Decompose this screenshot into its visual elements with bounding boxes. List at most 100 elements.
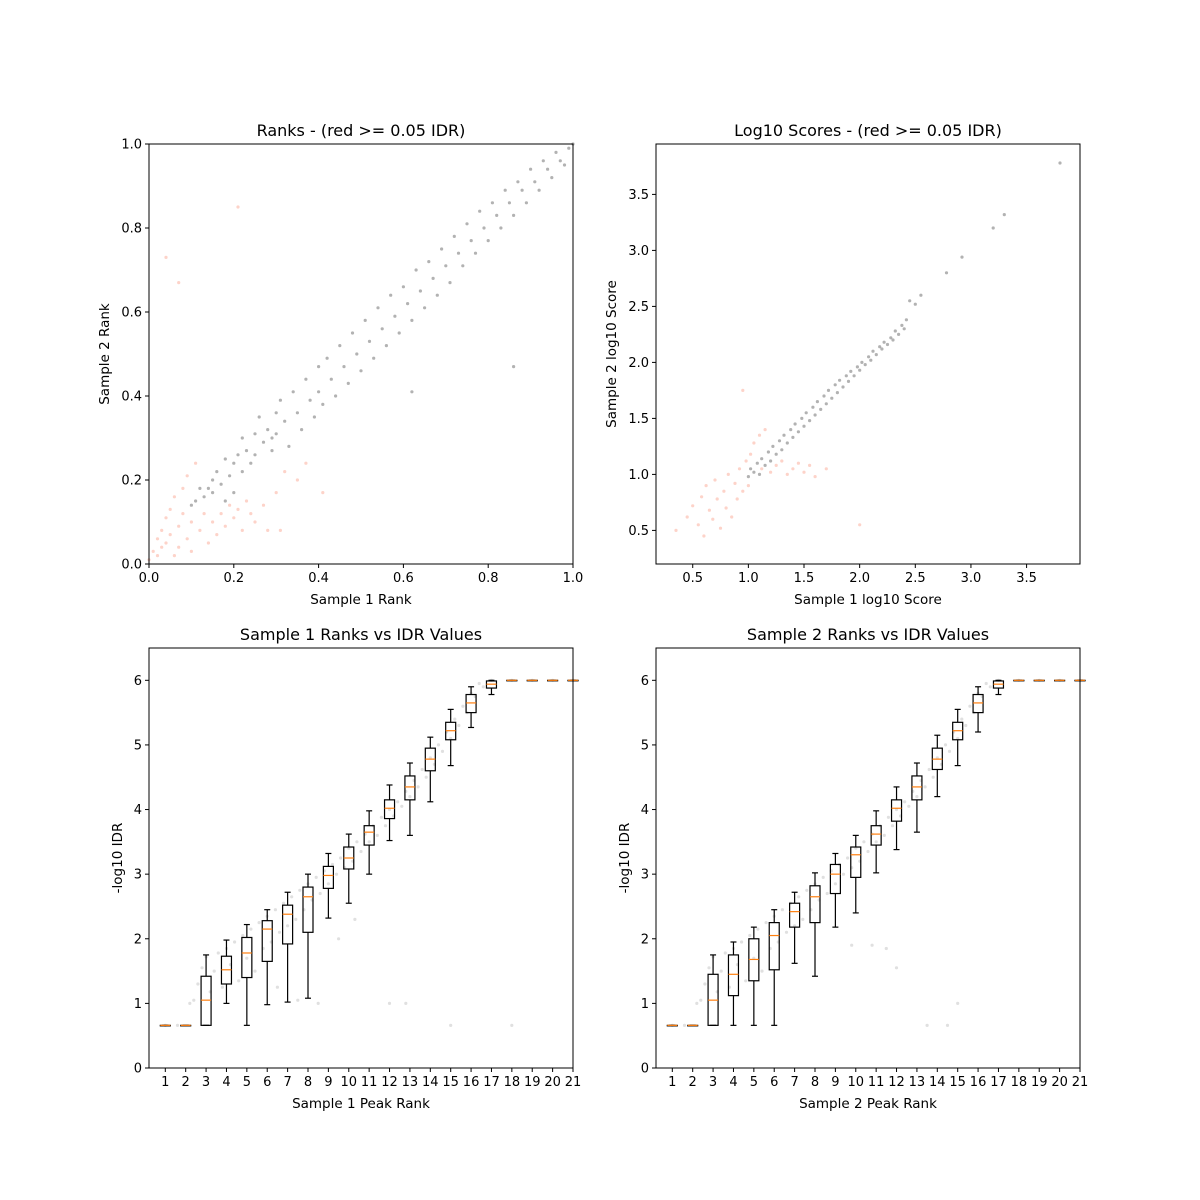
data-point-fail	[283, 470, 287, 474]
data-point-fail	[763, 428, 767, 432]
data-point-pass	[270, 436, 274, 440]
data-point-pass	[287, 444, 291, 448]
data-point-pass	[846, 379, 851, 383]
data-point	[339, 856, 343, 860]
data-point-pass	[822, 394, 826, 398]
x-tick-label: 1.0	[563, 571, 584, 586]
plot-frame	[655, 143, 1081, 565]
x-tick-label: 19	[1031, 1075, 1048, 1090]
data-point-pass	[819, 407, 823, 411]
data-point-pass	[833, 383, 837, 387]
data-point-fail	[253, 520, 257, 524]
x-tick-label: 20	[1051, 1075, 1068, 1090]
data-point-fail	[824, 467, 828, 471]
data-point-fail	[185, 537, 189, 541]
data-point-pass	[813, 413, 817, 417]
x-tick-label: 15	[949, 1075, 966, 1090]
data-point-fail	[752, 441, 756, 445]
data-point-fail	[744, 459, 748, 463]
data-point-pass	[401, 285, 405, 289]
data-point	[379, 815, 383, 819]
data-point	[359, 849, 363, 854]
data-point	[890, 824, 895, 828]
x-tick-label: 5	[750, 1075, 758, 1090]
data-point-pass	[815, 400, 820, 404]
data-point	[719, 969, 723, 973]
data-point-pass	[257, 415, 261, 419]
x-tick-label: 8	[811, 1075, 819, 1090]
data-point	[334, 872, 339, 876]
data-point	[510, 1023, 514, 1027]
data-point-pass	[841, 385, 845, 389]
x-tick-label: 11	[361, 1075, 378, 1090]
box-iqr	[363, 825, 375, 846]
x-tick-label: 15	[442, 1075, 459, 1090]
box-iqr	[972, 693, 984, 714]
box-plot	[952, 708, 964, 767]
data-point-fail	[802, 470, 806, 474]
data-point-pass	[897, 332, 901, 336]
box-iqr	[850, 846, 862, 878]
data-point-fail	[733, 481, 737, 485]
box-plot	[404, 762, 416, 836]
data-point	[316, 1001, 320, 1006]
data-point-fail	[236, 507, 240, 511]
data-point-pass	[397, 331, 401, 335]
data-point	[294, 917, 298, 922]
box-plot	[547, 679, 559, 682]
data-point	[833, 882, 838, 886]
box-plot	[322, 852, 334, 919]
box-plot	[282, 891, 294, 1003]
x-tick-label: 16	[970, 1075, 987, 1090]
data-point-pass	[228, 474, 232, 478]
data-point-pass	[791, 435, 795, 439]
data-point-pass	[793, 422, 797, 426]
x-tick-label: 1	[668, 1075, 676, 1090]
x-tick-label: 3.5	[1016, 571, 1037, 586]
data-point	[277, 930, 282, 934]
data-point-pass	[893, 329, 897, 333]
y-tick-label: 0.2	[121, 474, 142, 489]
data-point-fail	[722, 489, 726, 493]
plot-frame	[655, 647, 1081, 1069]
data-point-pass	[435, 293, 439, 297]
data-point-pass	[891, 338, 895, 342]
x-tick-label: 18	[504, 1075, 521, 1090]
data-point	[237, 979, 241, 983]
data-point-fail	[749, 452, 753, 456]
x-tick-label: 17	[483, 1075, 500, 1090]
data-point-pass	[835, 391, 840, 395]
data-point-pass	[414, 268, 418, 272]
data-point	[825, 891, 829, 896]
data-point-pass	[537, 188, 541, 192]
x-tick-label: 10	[847, 1075, 864, 1090]
data-point-pass	[511, 213, 516, 217]
data-point	[220, 985, 224, 989]
data-point	[353, 917, 357, 922]
data-point	[695, 1001, 699, 1006]
data-point-pass	[440, 247, 444, 251]
data-point-pass	[785, 441, 789, 445]
data-point	[457, 723, 461, 728]
data-point	[703, 982, 707, 986]
box-plot	[445, 708, 457, 767]
data-point-pass	[274, 432, 278, 436]
data-point-fail	[769, 470, 773, 474]
panel-sample2-idr: Sample 2 Ranks vs IDR Values Sample 2 Pe…	[617, 625, 1088, 1112]
data-point-pass	[904, 318, 909, 322]
data-point	[927, 767, 931, 772]
data-point-pass	[802, 424, 806, 428]
data-point-pass	[418, 289, 422, 293]
box-plot	[768, 909, 780, 1026]
data-point	[461, 704, 465, 708]
data-point-pass	[849, 369, 853, 373]
box-plot	[302, 873, 314, 999]
data-point-pass	[473, 251, 478, 255]
x-tick-label: 0.8	[478, 571, 499, 586]
x-tick-label: 4	[729, 1075, 737, 1090]
panel-sample1-idr: Sample 1 Ranks vs IDR Values Sample 1 Pe…	[110, 625, 581, 1112]
data-point	[273, 908, 277, 912]
y-tick-label: 6	[641, 674, 649, 689]
data-point-pass	[244, 449, 249, 453]
data-point-pass	[882, 340, 886, 344]
